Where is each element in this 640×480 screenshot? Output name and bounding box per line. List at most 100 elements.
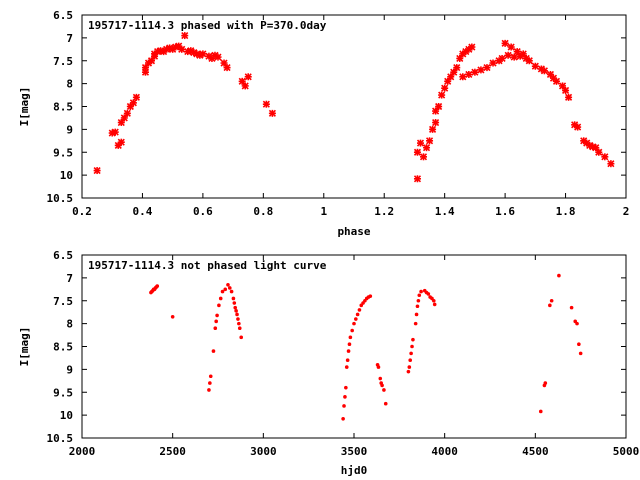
data-point [346, 349, 351, 353]
phased-y-tick-label: 10 [60, 169, 73, 182]
data-point [368, 294, 373, 298]
data-point [459, 73, 467, 81]
data-point [123, 109, 131, 117]
data-point [226, 282, 230, 287]
data-point [468, 43, 476, 51]
data-point [129, 99, 137, 107]
data-point [513, 48, 521, 56]
unphased-x-tick-label: 3000 [250, 445, 277, 458]
unphased-y-tick-label: 8.5 [53, 341, 73, 354]
data-point [577, 342, 581, 347]
data-point [345, 358, 350, 363]
data-point [208, 374, 213, 379]
phased-plot-y-axis-label: I[mag] [18, 87, 31, 127]
data-point [471, 68, 479, 76]
data-point [237, 326, 242, 331]
unphased-y-tick-label: 7.5 [53, 295, 73, 308]
phased-plot-points [93, 32, 615, 183]
unphased-x-tick-label: 3500 [341, 445, 368, 458]
data-point [543, 381, 548, 385]
phased-x-tick-label: 2 [623, 205, 630, 218]
phased-x-tick-label: 1.8 [556, 205, 576, 218]
unphased-x-tick-label: 4500 [522, 445, 549, 458]
unphased-y-tick-label: 7 [66, 272, 73, 285]
data-point [416, 139, 425, 147]
data-point [565, 93, 573, 101]
data-point [241, 82, 249, 90]
data-point [410, 344, 414, 349]
phased-y-tick-label: 8.5 [53, 101, 73, 114]
data-point [548, 303, 552, 308]
phased-y-tick-label: 8 [66, 78, 73, 91]
data-point [569, 305, 574, 310]
data-point [229, 289, 234, 294]
data-point [413, 175, 422, 183]
phased-x-tick-label: 0.8 [253, 205, 273, 218]
unphased-y-tick-label: 10 [60, 409, 73, 422]
data-point [214, 53, 222, 61]
data-point [378, 376, 383, 381]
data-point [415, 304, 420, 309]
phased-x-tick-label: 1.4 [435, 205, 455, 218]
data-point [234, 309, 238, 313]
data-point [238, 77, 246, 85]
data-point [407, 365, 412, 369]
phased-plot-x-axis-label: phase [337, 225, 370, 238]
data-point [232, 301, 237, 305]
data-point [244, 73, 252, 81]
phased-y-tick-label: 10.5 [47, 192, 74, 205]
unphased-x-tick-label: 4000 [431, 445, 458, 458]
phased-y-tick-label: 7.5 [53, 55, 73, 68]
data-point [483, 64, 491, 72]
data-point [347, 342, 352, 347]
data-point [557, 273, 561, 278]
unphased-plot-title: 195717-1114.3 not phased light curve [88, 259, 327, 272]
data-point [215, 313, 219, 318]
unphased-y-tick-label: 9 [66, 363, 73, 376]
data-point [211, 349, 216, 353]
data-point [432, 302, 437, 307]
data-point [350, 328, 354, 333]
unphased-y-tick-label: 10.5 [47, 432, 74, 445]
data-point [422, 144, 431, 152]
data-point [601, 153, 609, 161]
data-point [408, 358, 413, 363]
data-point [525, 57, 533, 65]
data-point [575, 321, 579, 326]
data-point [501, 39, 509, 47]
data-point [352, 321, 356, 326]
data-point [411, 337, 415, 342]
unphased-y-tick-label: 9.5 [53, 386, 73, 399]
data-point [233, 305, 238, 310]
unphased-plot-points [149, 273, 583, 421]
data-point [132, 93, 140, 101]
phased-x-tick-label: 0.2 [72, 205, 92, 218]
phased-x-tick-label: 0.4 [133, 205, 153, 218]
phased-plot: 0.2 0.4 0.6 0.8 1 1.2 1.4 1.6 1.8 2 6.5 7 7.5 8 8.5 9 9… [18, 9, 629, 238]
data-point [431, 298, 436, 303]
phased-y-tick-label: 6.5 [53, 9, 73, 22]
unphased-plot-x-ticks: 2000 2500 3000 3500 4000 4500 5000 [69, 255, 640, 458]
data-point [552, 77, 561, 85]
data-point [419, 289, 423, 294]
data-point [341, 416, 345, 421]
data-point [406, 369, 411, 374]
data-point [574, 123, 582, 131]
phased-y-tick-label: 9 [66, 123, 73, 136]
data-point [213, 326, 218, 331]
data-point [207, 388, 211, 392]
data-point [578, 351, 583, 356]
phased-x-tick-label: 1 [320, 205, 327, 218]
data-point [504, 51, 512, 59]
data-point [453, 64, 461, 72]
data-point [413, 321, 418, 326]
data-point [549, 298, 554, 303]
unphased-plot-y-ticks: 6.5 7 7.5 8 8.5 9 9.5 10 10.5 [47, 249, 626, 445]
data-point [181, 32, 189, 40]
data-point [376, 365, 381, 369]
data-point [218, 296, 223, 301]
data-point [196, 51, 204, 59]
unphased-x-tick-label: 5000 [613, 445, 640, 458]
data-point [236, 317, 240, 321]
